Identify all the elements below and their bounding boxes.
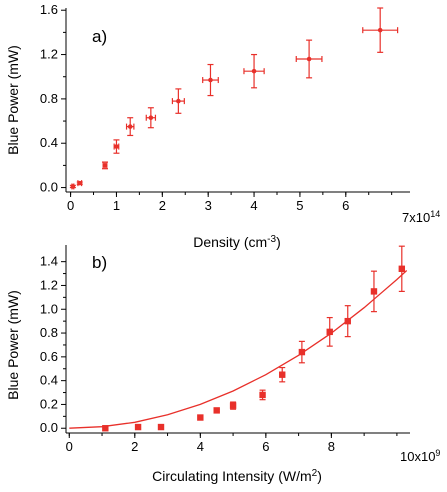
circle-marker — [102, 163, 108, 168]
data-point — [69, 183, 76, 190]
circle-marker — [377, 27, 383, 33]
data-point — [101, 161, 108, 170]
data-point — [370, 270, 378, 313]
square-marker — [102, 425, 109, 432]
square-marker — [279, 371, 286, 378]
circle-marker — [306, 56, 312, 62]
panel-a-xlabel: Density (cm-3) — [193, 234, 280, 251]
square-marker — [259, 391, 266, 399]
panel-a-x-multiplier: 7x1014 — [402, 209, 440, 225]
circle-marker — [77, 180, 83, 186]
data-point — [295, 39, 323, 79]
y-tick-label: 1.0 — [40, 301, 58, 316]
x-tick-label: 2 — [131, 439, 138, 454]
square-marker — [157, 423, 165, 431]
y-tick-label: 0.0 — [40, 420, 58, 435]
data-point — [344, 305, 351, 338]
panel-a-xlabel-sup: -3 — [267, 234, 276, 245]
data-point — [197, 414, 204, 421]
data-point — [259, 389, 266, 401]
panel-a-xlabel-main: Density (cm — [193, 234, 267, 250]
panel-b-x-multiplier: 10x109 — [400, 448, 440, 464]
y-tick-label: 0.6 — [40, 349, 58, 364]
y-tick-label: 0.8 — [40, 91, 58, 106]
data-point — [76, 180, 83, 187]
circle-marker — [70, 184, 76, 189]
data-point — [213, 407, 220, 414]
x-tick-label: 3 — [205, 198, 212, 213]
x-tick-label: 1 — [113, 198, 120, 213]
panel-b: b) Blue Power (mW) Circulating Intensity… — [5, 245, 440, 484]
data-point — [398, 245, 406, 293]
data-point — [279, 366, 286, 383]
panel-b-xlabel-main: Circulating Intensity (W/m — [152, 468, 311, 484]
panel-b-x-multiplier-base: 10x10 — [400, 449, 435, 464]
y-tick-label: 0.8 — [40, 325, 58, 340]
data-point — [229, 401, 237, 410]
data-point — [298, 340, 306, 364]
data-point — [202, 63, 219, 97]
data-point — [145, 107, 157, 129]
fit-curve — [69, 270, 408, 429]
square-marker — [134, 423, 142, 431]
x-tick-label: 8 — [328, 439, 335, 454]
panel-b-x-multiplier-exp: 9 — [435, 448, 440, 458]
y-tick-label: 1.2 — [40, 47, 58, 62]
data-point — [102, 425, 109, 432]
y-tick-label: 0.2 — [40, 396, 58, 411]
circle-marker — [176, 98, 181, 104]
data-point — [134, 423, 142, 431]
data-point — [362, 7, 399, 53]
y-tick-label: 1.6 — [40, 2, 58, 17]
panel-b-ylabel: Blue Power (mW) — [5, 290, 21, 400]
data-point — [113, 139, 120, 154]
x-tick-label: 4 — [250, 198, 257, 213]
x-tick-label: 6 — [262, 439, 269, 454]
circle-marker — [114, 144, 119, 149]
square-marker — [213, 407, 220, 414]
square-marker — [370, 288, 378, 295]
square-marker — [344, 317, 351, 325]
x-tick-label: 4 — [197, 439, 204, 454]
square-marker — [326, 328, 333, 336]
panel-b-xlabel: Circulating Intensity (W/m2) — [152, 468, 322, 485]
y-tick-label: 1.4 — [40, 254, 58, 269]
x-tick-label: 6 — [342, 198, 349, 213]
x-tick-label: 0 — [67, 198, 74, 213]
square-marker — [197, 414, 204, 421]
panel-a-x-multiplier-exp: 14 — [430, 209, 440, 219]
panel-a-x-multiplier-base: 7x10 — [402, 210, 430, 225]
data-point — [125, 117, 135, 137]
data-point — [171, 88, 185, 114]
square-marker — [398, 265, 406, 272]
square-marker — [229, 402, 237, 409]
x-tick-label: 2 — [159, 198, 166, 213]
panel-b-xlabel-suffix: ) — [317, 468, 322, 484]
y-tick-label: 0.4 — [40, 135, 58, 150]
circle-marker — [208, 77, 213, 83]
panel-a: a) Blue Power (mW) Density (cm-3) 7x1014… — [5, 2, 440, 250]
circle-marker — [148, 115, 154, 121]
square-marker — [298, 348, 306, 356]
panel-a-xlabel-suffix: ) — [276, 234, 281, 250]
data-point — [157, 423, 165, 431]
panel-a-label: a) — [92, 27, 107, 46]
x-tick-label: 0 — [66, 439, 73, 454]
circle-marker — [251, 68, 257, 74]
y-tick-label: 0.0 — [40, 180, 58, 195]
y-tick-label: 1.2 — [40, 277, 58, 292]
x-tick-label: 5 — [296, 198, 303, 213]
circle-marker — [127, 124, 133, 129]
y-tick-label: 0.4 — [40, 373, 58, 388]
panel-b-xlabel-sup: 2 — [312, 468, 318, 479]
panel-b-label: b) — [92, 253, 107, 272]
data-point — [243, 53, 265, 89]
panel-a-ylabel: Blue Power (mW) — [5, 45, 21, 155]
data-point — [326, 316, 333, 347]
